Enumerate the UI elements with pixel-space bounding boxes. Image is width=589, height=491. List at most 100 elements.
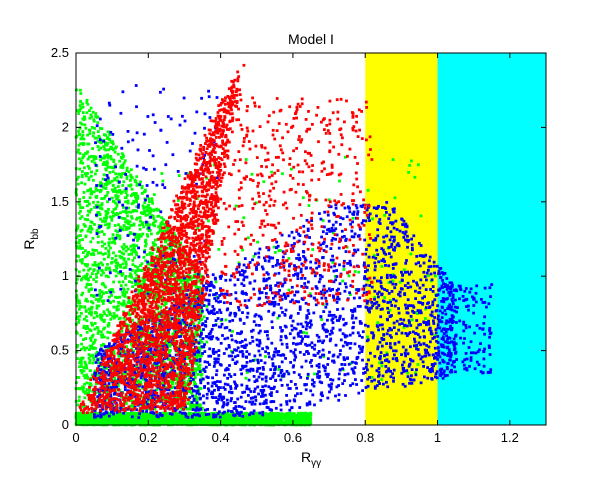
series-0-point [231,415,235,419]
series-0-point [136,379,140,383]
series-0-point [200,408,204,412]
series-0-point [106,153,109,157]
series-0-point [96,241,100,244]
series-0-point [97,231,101,234]
series-0-point [117,271,120,274]
series-0-point [253,418,257,422]
series-0-point [91,236,95,240]
series-0-point [149,208,153,211]
series-0-point [181,278,184,282]
series-0-point [108,133,112,136]
series-0-point [77,255,80,258]
series-0-point [97,304,101,308]
series-0-point [76,376,79,379]
series-0-point [103,182,107,186]
series-0-point [104,141,107,145]
series-0-point [104,187,108,190]
series-0-point [297,411,300,415]
series-0-point [89,225,93,229]
series-0-point [97,298,100,301]
series-0-point [101,252,105,256]
series-0-point [104,215,108,218]
series-0-point [77,130,80,133]
series-0-point [113,146,117,150]
series-0-point [86,283,90,286]
series-0-point [109,317,113,321]
series-0-point [153,291,157,294]
series-0-point [131,263,135,266]
series-0-point [113,419,117,423]
series-0-point [98,136,101,140]
series-0-point [247,416,250,419]
series-0-point [186,279,190,283]
series-0-point [144,213,148,217]
series-0-point [79,234,82,237]
series-0-point [121,210,125,214]
series-0-point [185,418,189,421]
series-0-point [89,307,93,311]
series-0-point [164,415,167,418]
series-0-point [104,285,107,289]
series-0-point [82,324,86,328]
series-0-point [105,291,109,295]
series-0-point [195,326,199,330]
series-0-point [134,193,138,197]
series-0-point [88,155,92,159]
series-0-point [84,390,88,394]
series-0-point [85,381,89,385]
series-0-point [80,215,84,218]
series-0-point [128,274,132,278]
series-0-point [162,218,165,221]
series-0-point [84,274,88,278]
series-0-point [129,183,133,187]
series-0-point [96,361,100,365]
series-0-point [146,400,150,403]
series-0-point [199,275,202,278]
series-0-point [122,301,126,304]
series-0-point [89,106,93,110]
series-0-point [232,418,236,422]
series-0-point [101,156,104,160]
series-0-point [92,358,96,362]
series-0-point [87,268,90,272]
series-0-point [85,373,89,377]
series-0-point [137,283,141,286]
series-0-point [200,340,204,344]
series-0-point [82,390,86,394]
series-0-point [82,374,86,377]
series-0-point [130,175,134,179]
series-0-point [274,414,278,418]
series-0-point [135,217,138,221]
series-0-point [106,222,110,226]
series-0-point [143,280,146,284]
series-0-point [98,190,102,194]
series-0-point [80,347,83,351]
series-0-point [200,318,204,321]
series-0-point [92,269,96,272]
series-0-point [111,170,115,174]
series-0-point [153,407,157,411]
series-0-point [102,197,106,200]
series-0-point [124,283,128,287]
series-0-point [124,418,128,421]
series-0-point [75,109,79,113]
series-0-point [134,283,137,287]
series-0-point [88,423,92,426]
series-0-point [114,261,118,265]
series-0-point [184,364,188,368]
series-0-point [130,168,133,172]
series-0-point [177,242,181,245]
series-0-point [155,255,159,258]
series-0-point [144,244,147,248]
series-0-point [103,154,106,158]
series-0-point [132,199,136,203]
series-0-point [127,222,130,226]
series-0-point [89,252,93,256]
series-0-point [121,418,124,421]
series-0-point [78,152,82,155]
series-0-point [134,236,138,239]
series-0-point [75,244,78,248]
series-0-point [86,377,90,380]
series-0-point [106,191,110,194]
series-0-point [104,398,108,401]
